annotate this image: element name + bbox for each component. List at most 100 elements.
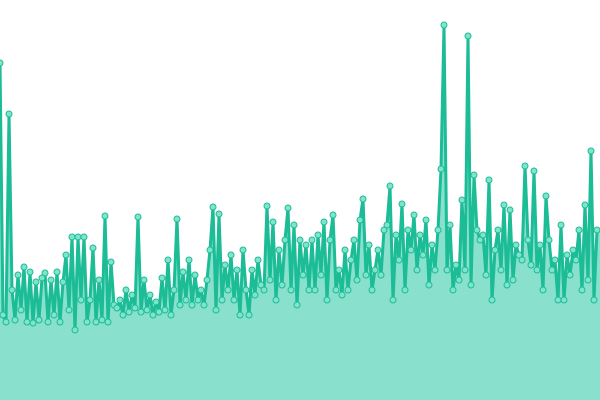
data-point bbox=[140, 276, 148, 284]
data-point bbox=[590, 296, 598, 304]
data-point bbox=[83, 318, 91, 326]
data-point bbox=[416, 231, 424, 239]
data-point bbox=[434, 226, 442, 234]
data-point bbox=[38, 274, 46, 282]
data-point bbox=[254, 256, 262, 264]
data-point bbox=[257, 281, 265, 289]
data-point bbox=[8, 286, 16, 294]
data-point bbox=[278, 281, 286, 289]
data-point bbox=[0, 59, 4, 67]
data-point bbox=[584, 276, 592, 284]
data-point bbox=[245, 311, 253, 319]
data-point bbox=[428, 241, 436, 249]
data-point bbox=[386, 182, 394, 190]
data-point bbox=[323, 296, 331, 304]
data-point bbox=[437, 165, 445, 173]
data-point bbox=[524, 236, 532, 244]
data-point bbox=[50, 311, 58, 319]
data-point bbox=[446, 221, 454, 229]
data-point bbox=[341, 246, 349, 254]
data-point bbox=[422, 216, 430, 224]
data-point bbox=[320, 218, 328, 226]
data-point bbox=[365, 241, 373, 249]
data-point bbox=[551, 256, 559, 264]
data-point bbox=[329, 211, 337, 219]
data-point bbox=[119, 311, 127, 319]
data-point bbox=[152, 298, 160, 306]
data-point bbox=[59, 278, 67, 286]
data-point bbox=[419, 251, 427, 259]
data-point bbox=[191, 271, 199, 279]
data-point bbox=[344, 286, 352, 294]
data-point bbox=[197, 286, 205, 294]
data-point bbox=[302, 241, 310, 249]
data-point bbox=[566, 271, 574, 279]
data-point bbox=[281, 236, 289, 244]
data-point bbox=[299, 271, 307, 279]
data-point bbox=[5, 110, 13, 118]
data-point bbox=[473, 226, 481, 234]
data-point bbox=[131, 304, 139, 312]
data-point bbox=[449, 286, 457, 294]
data-point bbox=[404, 226, 412, 234]
data-point bbox=[89, 244, 97, 252]
data-point bbox=[113, 304, 121, 312]
data-point bbox=[56, 318, 64, 326]
data-point bbox=[335, 266, 343, 274]
data-point bbox=[125, 308, 133, 316]
data-point bbox=[458, 196, 466, 204]
data-point bbox=[389, 296, 397, 304]
data-point bbox=[242, 286, 250, 294]
data-point bbox=[158, 274, 166, 282]
data-point bbox=[338, 291, 346, 299]
data-point bbox=[188, 301, 196, 309]
data-point bbox=[47, 276, 55, 284]
data-point bbox=[527, 261, 535, 269]
data-point bbox=[104, 318, 112, 326]
data-point bbox=[563, 251, 571, 259]
data-point bbox=[554, 296, 562, 304]
data-point bbox=[44, 318, 52, 326]
data-point bbox=[500, 201, 508, 209]
data-point bbox=[575, 226, 583, 234]
data-point bbox=[263, 202, 271, 210]
data-point bbox=[29, 319, 37, 327]
data-point bbox=[269, 218, 277, 226]
data-point bbox=[536, 241, 544, 249]
data-point bbox=[155, 308, 163, 316]
data-point bbox=[260, 286, 268, 294]
data-point bbox=[497, 266, 505, 274]
data-point bbox=[233, 266, 241, 274]
data-point bbox=[80, 233, 88, 241]
data-point bbox=[293, 301, 301, 309]
data-point bbox=[20, 263, 28, 271]
data-point bbox=[107, 258, 115, 266]
data-point bbox=[218, 296, 226, 304]
data-point bbox=[122, 286, 130, 294]
data-point bbox=[440, 21, 448, 29]
data-point bbox=[383, 221, 391, 229]
area-fill bbox=[0, 25, 600, 400]
data-point bbox=[0, 311, 7, 319]
data-point bbox=[560, 296, 568, 304]
data-point bbox=[401, 286, 409, 294]
data-point bbox=[317, 271, 325, 279]
data-point bbox=[518, 256, 526, 264]
data-point bbox=[452, 261, 460, 269]
data-point bbox=[485, 176, 493, 184]
data-point bbox=[128, 291, 136, 299]
data-point bbox=[17, 306, 25, 314]
data-point bbox=[467, 281, 475, 289]
data-point bbox=[305, 286, 313, 294]
data-point bbox=[194, 296, 202, 304]
data-point bbox=[464, 32, 472, 40]
data-point bbox=[167, 311, 175, 319]
data-point bbox=[308, 236, 316, 244]
data-point bbox=[548, 266, 556, 274]
data-point bbox=[275, 246, 283, 254]
data-point bbox=[92, 318, 100, 326]
data-point bbox=[296, 236, 304, 244]
data-point bbox=[410, 211, 418, 219]
data-point bbox=[395, 256, 403, 264]
data-point bbox=[32, 278, 40, 286]
